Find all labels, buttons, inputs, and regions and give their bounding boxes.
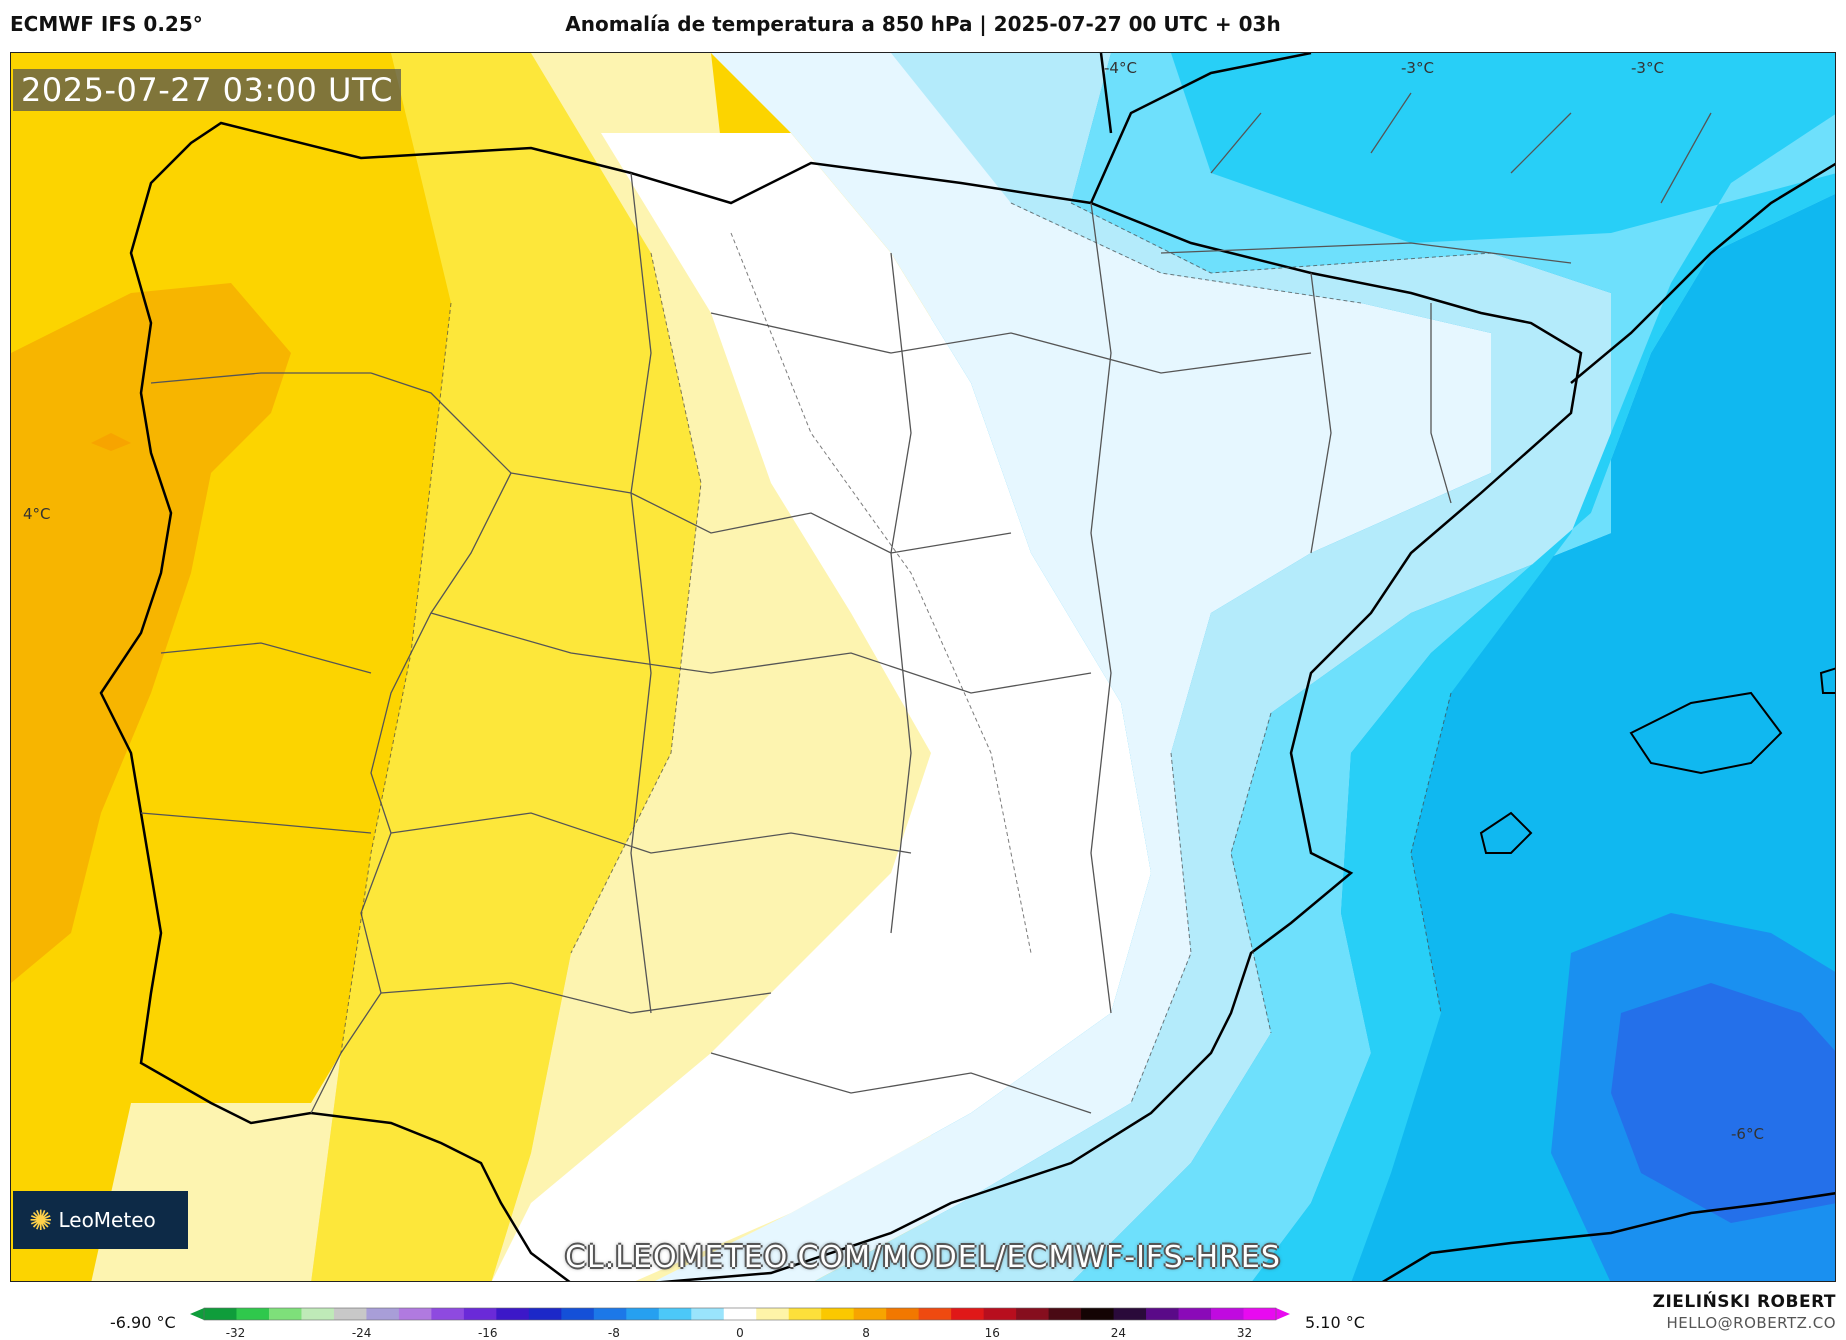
colorbar-swatch [496,1308,530,1320]
colorbar-outline [203,1307,1277,1321]
coastline-africa [1381,1192,1835,1281]
colorbar-tick-label: -32 [225,1326,246,1340]
island-menorca [1819,667,1835,694]
max-value: 5.10 °C [1305,1313,1365,1332]
colorbar-tick-label: 24 [1110,1326,1126,1340]
colorbar-swatch [431,1308,465,1320]
band-neutral [492,133,1151,1281]
contour-label-minus3-b: -3°C [1631,59,1664,77]
leometeo-logo: ✺ LeoMeteo [13,1191,188,1249]
colorbar-swatch [918,1308,952,1320]
coastline-france [1089,53,1835,384]
colorbar-swatch [626,1308,660,1320]
colorbar-swatch [463,1308,497,1320]
colorbar-swatch [983,1308,1017,1320]
colorbar-swatch [886,1308,920,1320]
watermark-url: CL.LEOMETEO.COM/MODEL/ECMWF-IFS-HRES [565,1240,1281,1275]
colorbar-min-arrow [190,1308,204,1320]
colorbar-tick-label: 16 [984,1326,1000,1340]
contour-label-minus3-a: -3°C [1401,59,1434,77]
colorbar-footer: -6.90 °C -32 -24 -16 -8 0 8 16 24 32 5.10 °C ZIE… [0,1286,1846,1340]
band-warm-dark [11,283,291,983]
colorbar-swatch [821,1308,855,1320]
isolines [340,202,1492,1104]
colorbar-swatch [1243,1308,1277,1320]
island-mallorca [1629,691,1783,775]
admin-borders [140,92,1712,1114]
colorbar-swatch [658,1308,692,1320]
author-email: HELLO@ROBERTZ.CO [1666,1314,1836,1332]
map-canvas [11,53,1835,1281]
colorbar-swatch [1146,1308,1180,1320]
band-cool-deepest [1611,983,1835,1223]
coastline-iberia [99,121,1583,1281]
logo-text: LeoMeteo [58,1208,156,1232]
chart-title: Anomalía de temperatura a 850 hPa | 2025… [565,12,1281,36]
colorbar-swatch [723,1308,757,1320]
colorbar-swatch [1211,1308,1245,1320]
band-cool-mid [1171,53,1835,1281]
colorbar-swatch [788,1308,822,1320]
colorbar-swatch [528,1308,562,1320]
colorbar-swatch [1178,1308,1212,1320]
colorbar-swatch [366,1308,400,1320]
colorbar-swatch [853,1308,887,1320]
colorbar-swatch [691,1308,725,1320]
colorbar-tick-label: -8 [607,1326,620,1340]
model-name: ECMWF IFS 0.25° [10,12,203,36]
colorbar-swatch [236,1308,270,1320]
colorbar-swatch [951,1308,985,1320]
band-warm-light [311,53,701,1281]
colorbar-swatch [593,1308,627,1320]
island-ibiza [1479,811,1533,854]
colorbar-swatch [204,1308,237,1320]
warm-spot [91,433,131,451]
sun-icon: ✺ [29,1203,53,1237]
anomaly-map: 2025-07-27 03:00 UTC 4°C -4°C -3°C -3°C … [10,52,1836,1282]
colorbar-swatch [1048,1308,1082,1320]
colorbar-tick-label: 0 [736,1326,744,1340]
colorbar [190,1307,1290,1321]
colorbar-swatch [561,1308,595,1320]
colorbar-swatch [301,1308,335,1320]
colorbar-swatch [1113,1308,1147,1320]
colorbar-swatch [1016,1308,1050,1320]
colorbar-max-arrow [1276,1308,1290,1320]
colorbar-swatch [756,1308,790,1320]
valid-time-label: 2025-07-27 03:00 UTC [13,69,401,111]
colorbar-tick-label: 32 [1236,1326,1253,1340]
band-cool-pale [655,53,1491,1281]
min-value: -6.90 °C [110,1313,176,1332]
colorbar-tick-label: 8 [862,1326,870,1340]
colorbar-tick-label: -24 [351,1326,372,1340]
contour-label-minus4: -4°C [1104,59,1137,77]
contour-label-minus6: -6°C [1731,1125,1764,1143]
colorbar-swatch [398,1308,432,1320]
colorbar-swatch [268,1308,302,1320]
colorbar-tick-label: -16 [477,1326,498,1340]
colorbar-swatch [1081,1308,1115,1320]
author-credit: ZIELIŃSKI ROBERT [1652,1292,1836,1312]
contour-label-4: 4°C [23,505,51,523]
band-cool-light [814,53,1611,1281]
colorbar-swatch [333,1308,367,1320]
